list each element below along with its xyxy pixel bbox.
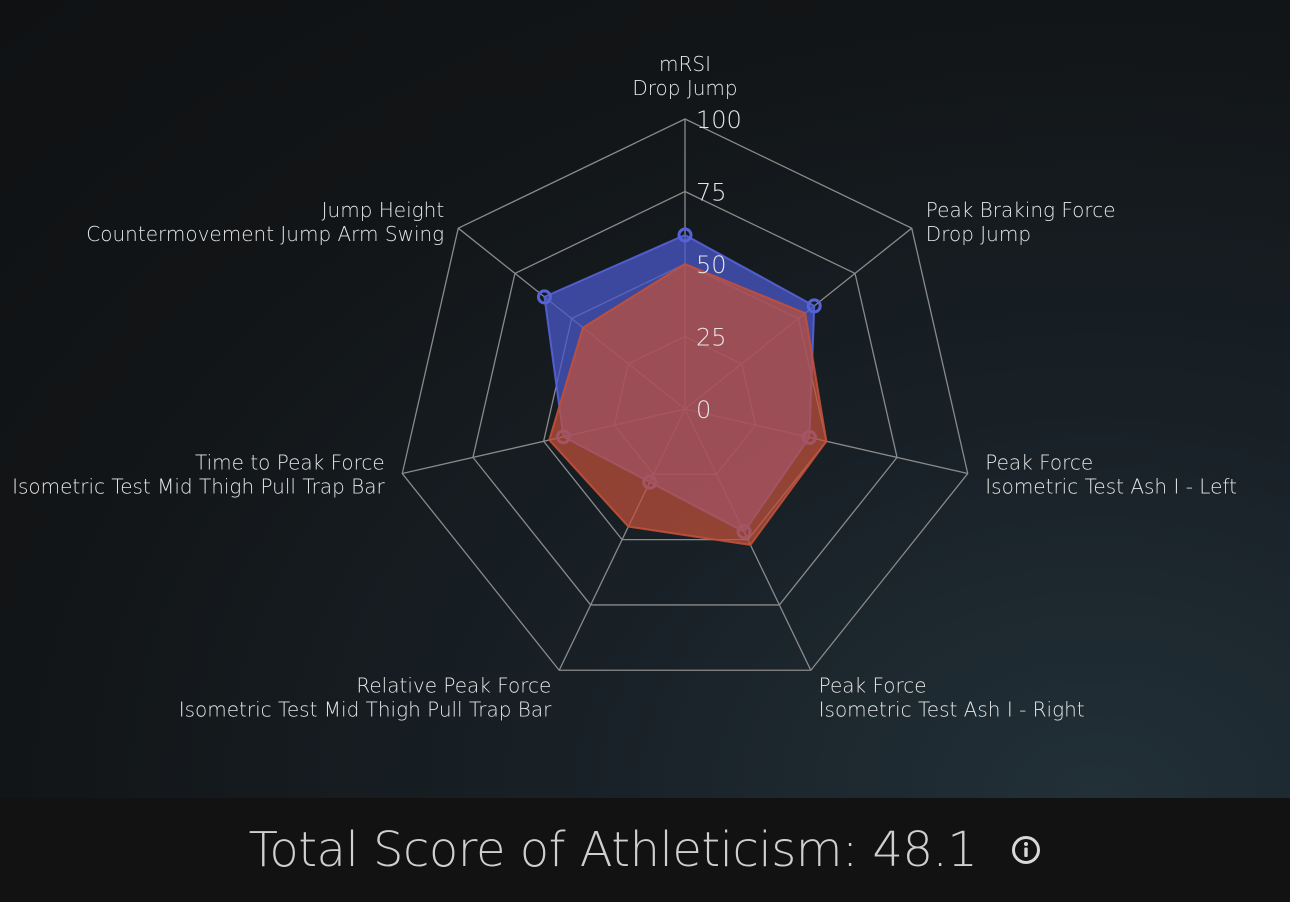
chart-area: 0 25 50 75 100 mRSI Drop Jump Peak Braking For… — [0, 0, 1290, 798]
series-2-area — [548, 262, 828, 546]
info-circle-icon[interactable] — [1011, 835, 1041, 865]
total-score-label: Total Score of Athleticism: 48.1 — [248, 822, 978, 878]
axis-label-metric: Jump Height — [322, 198, 445, 222]
axis-label-test: Drop Jump — [632, 76, 737, 100]
axis-label-test: Countermovement Jump Arm Swing — [86, 222, 444, 246]
data-point[interactable] — [677, 227, 693, 243]
grid-ring — [401, 118, 969, 671]
tick-label: 50 — [696, 251, 727, 279]
axis-label-metric: Peak Force — [819, 673, 927, 697]
tick-label: 100 — [696, 106, 742, 134]
data-point[interactable] — [536, 289, 552, 305]
axis-label-test: Isometric Test Mid Thigh Pull Trap Bar — [179, 697, 552, 721]
axis-label-metric: Peak Braking Force — [926, 198, 1116, 222]
axis-label-test: Isometric Test Ash I - Left — [985, 474, 1237, 498]
tick-label: 0 — [696, 396, 711, 424]
axis-label-metric: Relative Peak Force — [356, 673, 551, 697]
grid-ring — [472, 190, 898, 606]
axis-label-test: Isometric Test Ash I - Right — [819, 697, 1085, 721]
footer-bar: Total Score of Athleticism: 48.1 — [0, 798, 1290, 902]
axis-label-metric: Peak Force — [985, 450, 1093, 474]
data-point[interactable] — [806, 298, 822, 314]
axis-label-test: Drop Jump — [926, 222, 1031, 246]
tick-label: 25 — [696, 324, 727, 352]
axis-label-metric: mRSI — [659, 52, 711, 76]
radar-ticks: 0 25 50 75 100 — [696, 106, 742, 424]
axis-label-metric: Time to Peak Force — [195, 450, 385, 474]
tick-label: 75 — [696, 179, 727, 207]
radar-series — [536, 227, 828, 546]
axis-label-test: Isometric Test Mid Thigh Pull Trap Bar — [12, 474, 385, 498]
